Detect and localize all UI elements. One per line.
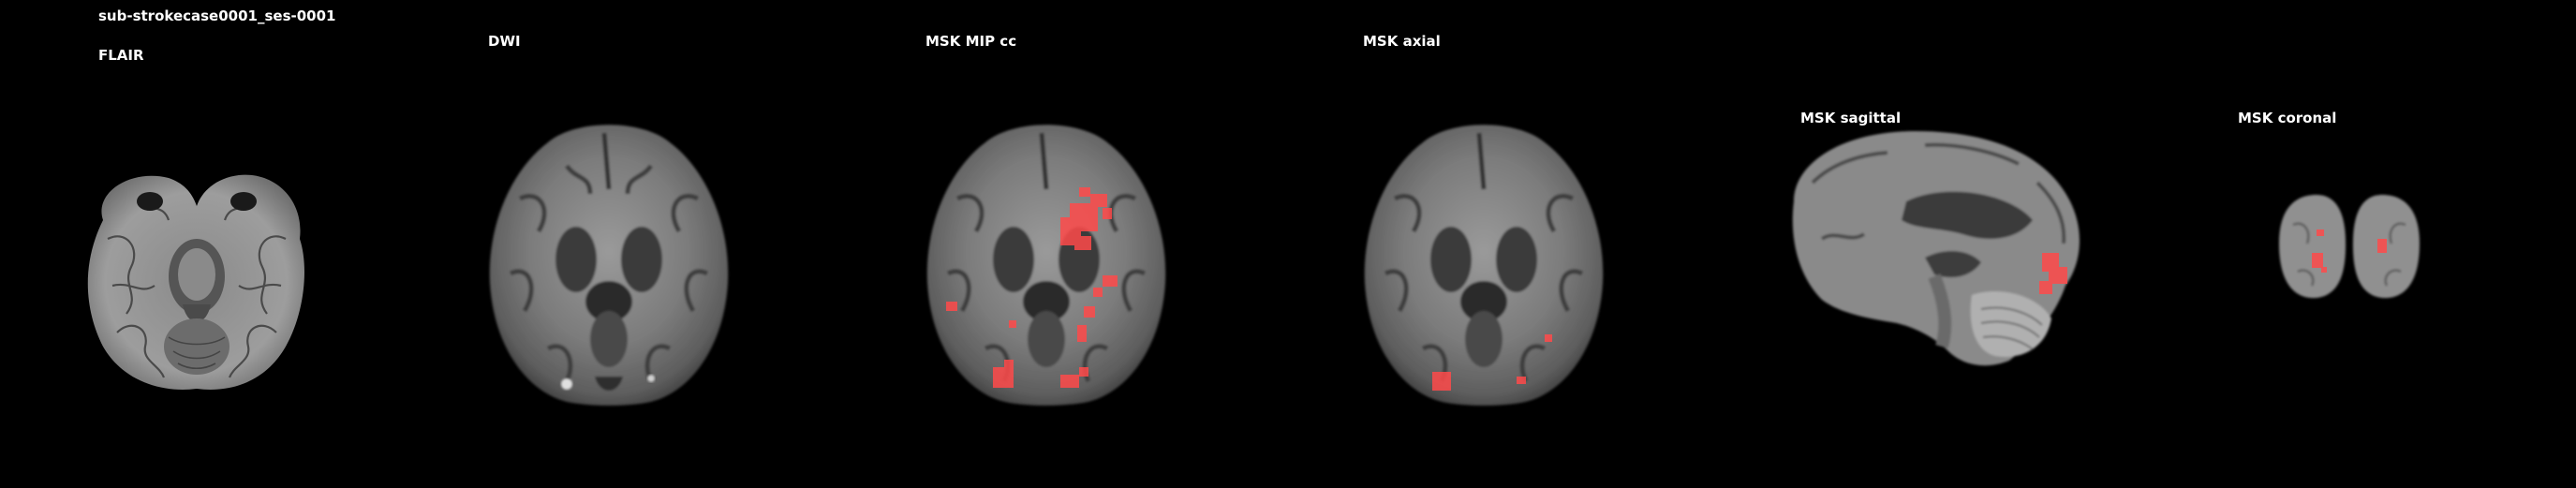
panel-label-flair: FLAIR: [98, 47, 144, 64]
panel-label-axial: MSK axial: [1363, 33, 1441, 50]
panel-label-sagittal: MSK sagittal: [1800, 110, 1902, 126]
mask-axial-image: [1357, 114, 1610, 409]
mask-mip-image: [920, 114, 1173, 409]
subject-title: sub-strokecase0001_ses-0001: [98, 7, 336, 24]
mask-sagittal-image: [1784, 126, 2094, 370]
panel-label-dwi: DWI: [488, 33, 521, 50]
panel-label-coronal: MSK coronal: [2238, 110, 2337, 126]
dwi-image: [482, 114, 735, 409]
mask-coronal-image: [2274, 187, 2434, 304]
panel-label-mip: MSK MIP cc: [925, 33, 1017, 50]
flair-image: [75, 164, 318, 398]
